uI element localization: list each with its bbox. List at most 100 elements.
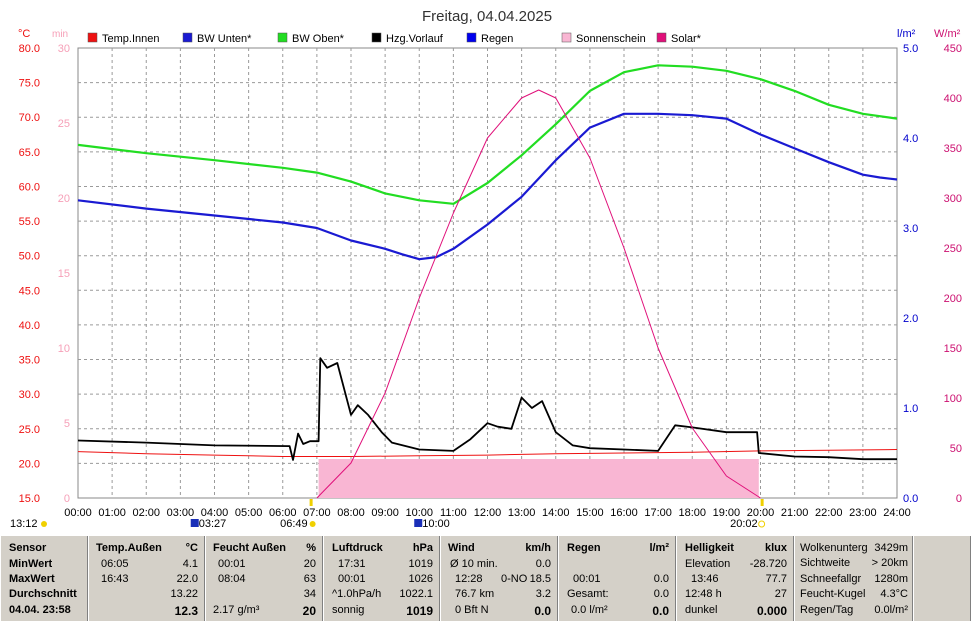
rain-tick-label: 5.0 (903, 43, 918, 55)
time-tick-label: 12:00 (474, 507, 502, 519)
time-tick-label: 20:00 (747, 507, 775, 519)
druck-current-value: 1019 (406, 604, 433, 618)
time-tick-label: 21:00 (781, 507, 809, 519)
legend-label: Temp.Innen (102, 33, 159, 45)
temp-tick-label: 35.0 (19, 355, 40, 367)
wind-run-value: 3.2 (535, 588, 551, 600)
chart-title: Freitag, 04.04.2025 (422, 8, 552, 25)
unit-solar: W/m² (934, 28, 961, 40)
minutes-tick-label: 30 (58, 43, 70, 55)
rain-tick-label: 3.0 (903, 223, 918, 235)
series-lines (77, 64, 898, 499)
solar-tick-label: 50 (950, 443, 962, 455)
temp-tick-label: 75.0 (19, 78, 40, 90)
regen-header: Regen (567, 542, 601, 554)
stats-table: Sensor MinWert MaxWert Durchschnitt 04.0… (0, 536, 971, 621)
hell-max-value: 77.7 (765, 573, 787, 585)
row-label-avg: Durchschnitt (9, 588, 77, 600)
minutes-tick-label: 25 (58, 118, 70, 130)
rain-tick-label: 4.0 (903, 133, 918, 145)
extra-value-1: > 20km (871, 557, 908, 569)
legend-label: BW Unten* (197, 33, 252, 45)
temp-tick-label: 45.0 (19, 285, 40, 297)
wind-max-dir: 0-NO (501, 573, 528, 585)
sunset-time: 20:02 (730, 518, 758, 530)
col-hell: Helligkeit klux Elevation -28.720 13:46 … (676, 536, 794, 621)
temp-tick-label: 65.0 (19, 147, 40, 159)
row-label-current: 04.04. 23:58 (9, 604, 71, 616)
extra-label-2: Schneefallgr (800, 573, 862, 585)
hell-duration: 12:48 h (685, 588, 722, 600)
druck-trend: ^1.0hPa/h (332, 588, 382, 600)
regen-max-value: 0.0 (653, 573, 669, 585)
sunshine-area (318, 459, 759, 498)
temp-min-value: 4.1 (182, 558, 198, 570)
time-markers: 13:12 03:27 06:49 10:00 20:02 (10, 499, 766, 530)
temp-header: Temp.Außen (96, 542, 162, 554)
feucht-header: Feucht Außen (213, 542, 286, 554)
extra-value-4: 0.0l/m² (874, 604, 908, 616)
series-line-hzgvorlauf (77, 357, 897, 461)
solar-tick-label: 250 (944, 243, 962, 255)
druck-unit: hPa (412, 542, 433, 554)
time-tick-label: 22:00 (815, 507, 843, 519)
solar-tick-label: 400 (944, 93, 962, 105)
time-tick-label: 15:00 (576, 507, 604, 519)
temp-tick-label: 55.0 (19, 216, 40, 228)
extra-label-1: Sichtweite (800, 557, 851, 569)
time-tick-label: 16:00 (610, 507, 638, 519)
feucht-max-value: 63 (303, 573, 316, 585)
row-label-max: MaxWert (9, 573, 55, 585)
legend-label: Solar* (671, 33, 702, 45)
wind-run: 76.7 km (455, 588, 495, 600)
legend-swatch (87, 32, 98, 43)
feucht-avg-value: 34 (303, 588, 316, 600)
hell-state: dunkel (685, 604, 718, 616)
hell-header: Helligkeit (685, 542, 734, 554)
wind-avg-label: Ø 10 min. (450, 558, 498, 570)
time-tick-label: 09:00 (371, 507, 399, 519)
hell-elevation-value: -28.720 (749, 558, 787, 570)
time-tick-label: 02:00 (132, 507, 160, 519)
extra-value-2: 1280m (874, 573, 908, 585)
legend-label: BW Oben* (292, 33, 345, 45)
series-line-tempinnen (77, 449, 898, 457)
time-tick-label: 13:00 (508, 507, 536, 519)
time-tick-label: 17:00 (644, 507, 672, 519)
temp-tick-label: 20.0 (19, 458, 40, 470)
time-tick-label: 06:00 (269, 507, 297, 519)
time-tick-label: 07:00 (303, 507, 331, 519)
druck-header: Luftdruck (332, 542, 383, 554)
grid (77, 47, 898, 499)
time-tick-label: 23:00 (849, 507, 877, 519)
hell-max-time: 13:46 (691, 573, 719, 585)
extra-label-3: Feucht-Kugel (800, 588, 866, 600)
feucht-min-value: 20 (303, 558, 316, 570)
wind-max-value: 18.5 (529, 573, 551, 585)
sun-icon (41, 521, 47, 527)
rain-tick-label: 0.0 (903, 493, 918, 505)
time-tick-label: 10:00 (405, 507, 433, 519)
solar-tick-label: 200 (944, 293, 962, 305)
regen-current-value: 0.0 (652, 604, 669, 618)
temp-tick-label: 70.0 (19, 112, 40, 124)
druck-avg-value: 1022.1 (399, 588, 433, 600)
wind-bft: 0 Bft N (455, 604, 489, 616)
legend-label: Hzg.Vorlauf (386, 33, 444, 45)
sunrise-icon (309, 521, 316, 527)
col-feucht: Feucht Außen % 00:01 20 08:04 63 34 2.17… (205, 536, 323, 621)
sunset-icon (758, 520, 766, 528)
moonphase-icon (414, 519, 423, 527)
col-druck: Luftdruck hPa 17:31 1019 00:01 1026 ^1.0… (323, 536, 440, 621)
legend-swatch (182, 32, 193, 43)
col-empty (913, 536, 971, 621)
sunshine-bars (318, 459, 759, 498)
solar-tick-label: 150 (944, 343, 962, 355)
sunrise-tick (309, 499, 313, 506)
time-tick-label: 08:00 (337, 507, 365, 519)
wind-current-value: 0.0 (534, 604, 551, 618)
legend: Temp.Innen BW Unten* BW Oben* Hzg.Vorlauf Re… (87, 32, 702, 45)
extra-label-0: Wolkenunterg (800, 542, 868, 554)
wind-max-time: 12:28 (455, 573, 483, 585)
legend-swatch (561, 32, 572, 43)
